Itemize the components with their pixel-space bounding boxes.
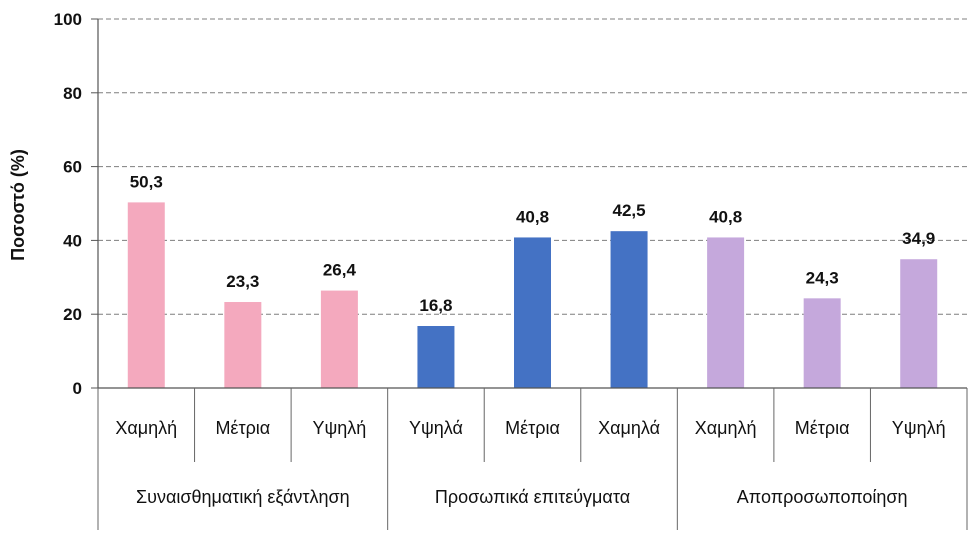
category-label: Μέτρια [215, 418, 270, 438]
bar [417, 326, 455, 388]
data-label: 24,3 [806, 268, 839, 287]
data-label: 42,5 [613, 201, 646, 220]
data-label: 50,3 [130, 172, 163, 191]
axes [91, 18, 968, 530]
category-label: Υψηλά [409, 418, 463, 438]
category-label: Χαμηλά [598, 418, 660, 438]
category-label: Υψηλή [892, 418, 946, 438]
y-tick-label: 60 [63, 158, 82, 177]
y-tick-label: 100 [54, 10, 82, 29]
data-labels: 50,3 23,3 26,4 16,8 40,8 42,5 40,8 24,3 34,9 [130, 172, 936, 315]
bar [514, 237, 551, 388]
y-tick-label: 40 [63, 231, 82, 250]
y-tick-label: 80 [63, 84, 82, 103]
bar [127, 202, 165, 388]
bar [803, 298, 841, 388]
y-tick-label: 0 [73, 379, 82, 398]
data-label: 16,8 [419, 296, 452, 315]
category-label: Μέτρια [505, 418, 560, 438]
y-tick-labels: 0 20 40 60 80 100 [54, 10, 82, 398]
category-label: Χαμηλή [115, 418, 177, 438]
data-label: 40,8 [709, 207, 742, 226]
category-labels: Χαμηλή Μέτρια Υψηλή Υψηλά Μέτρια Χαμηλά Χαμηλή… [115, 418, 945, 438]
group-labels: Συναισθηματική εξάντληση Προσωπικά επιτεύ… [136, 487, 908, 507]
category-label: Μέτρια [795, 418, 850, 438]
group-label: Συναισθηματική εξάντληση [136, 487, 350, 507]
category-label: Υψηλή [312, 418, 366, 438]
data-label: 40,8 [516, 207, 549, 226]
bar [610, 231, 648, 388]
bar [320, 290, 358, 388]
group-label: Προσωπικά επιτεύγματα [435, 487, 630, 507]
y-axis-label: Ποσοστό (%) [8, 149, 28, 261]
y-tick-label: 20 [63, 305, 82, 324]
bars [127, 202, 938, 388]
group-label: Αποπροσωποποίηση [737, 487, 908, 507]
category-label: Χαμηλή [695, 418, 757, 438]
bar [707, 237, 745, 388]
bar [900, 259, 938, 388]
bar [224, 302, 262, 388]
data-label: 23,3 [226, 272, 259, 291]
data-label: 26,4 [323, 261, 357, 280]
data-label: 34,9 [902, 229, 935, 248]
